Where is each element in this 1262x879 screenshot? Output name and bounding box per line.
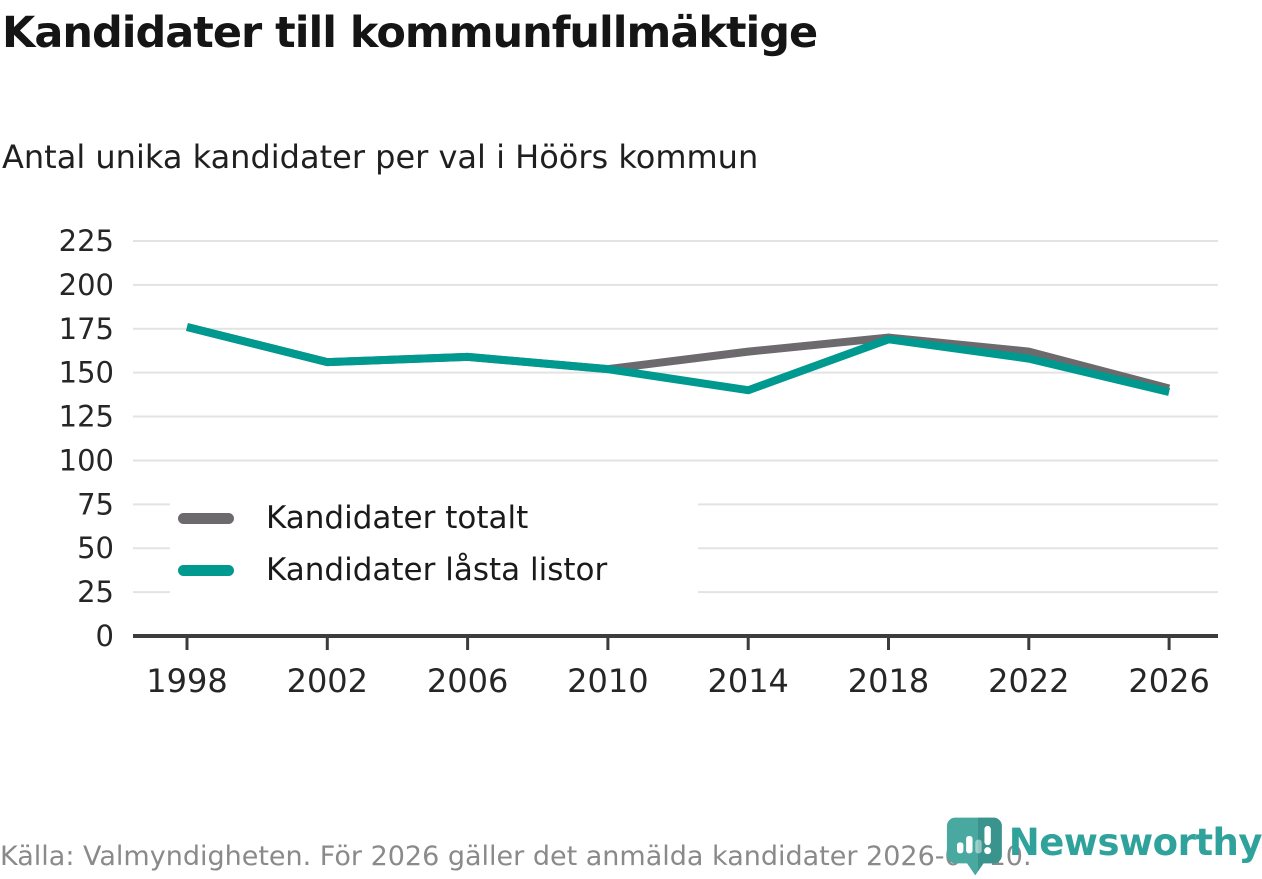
series-line-1	[186, 323, 1171, 396]
line-chart: 0 25 50 75 100 125 150 175 200 225 1998 2002 2006 201…	[59, 224, 1218, 700]
chart-subtitle: Antal unika kandidater per val i Höörs k…	[2, 138, 759, 176]
x-tick-label: 2022	[988, 662, 1069, 700]
y-tick-label: 50	[77, 531, 114, 565]
x-tick-label: 2006	[427, 662, 508, 700]
newsworthy-wordmark: Newsworthy	[1008, 821, 1262, 864]
y-tick-label: 0	[96, 619, 114, 653]
y-tick-label: 225	[59, 224, 114, 258]
chart-legend: Kandidater totalt Kandidater låsta listo…	[170, 494, 698, 598]
y-tick-label: 200	[59, 268, 114, 302]
newsworthy-logo-icon	[946, 817, 1002, 876]
legend-swatch-lasta-listor	[178, 564, 234, 576]
x-tick-label: 2018	[848, 662, 929, 700]
legend-item-lasta-listor: Kandidater låsta listor	[178, 552, 698, 588]
x-tick-label: 2002	[287, 662, 368, 700]
source-note: Källa: Valmyndigheten. För 2026 gäller d…	[0, 841, 1032, 872]
x-tick-label: 1998	[146, 662, 227, 700]
newsworthy-logo: Newsworthy	[946, 814, 1262, 879]
x-tick-label: 2026	[1128, 662, 1209, 700]
legend-item-totalt: Kandidater totalt	[178, 500, 698, 536]
x-tick-label: 2010	[567, 662, 648, 700]
y-tick-label: 100	[59, 443, 114, 477]
legend-swatch-totalt	[178, 512, 234, 524]
page-title: Kandidater till kommunfullmäktige	[2, 8, 818, 58]
y-tick-label: 125	[59, 400, 114, 434]
x-tick-label: 2014	[707, 662, 788, 700]
legend-label-lasta-listor: Kandidater låsta listor	[266, 552, 608, 588]
y-tick-label: 150	[59, 356, 114, 390]
legend-label-totalt: Kandidater totalt	[266, 500, 529, 536]
y-tick-label: 175	[59, 312, 114, 346]
y-tick-label: 75	[77, 487, 114, 521]
y-tick-label: 25	[77, 575, 114, 609]
